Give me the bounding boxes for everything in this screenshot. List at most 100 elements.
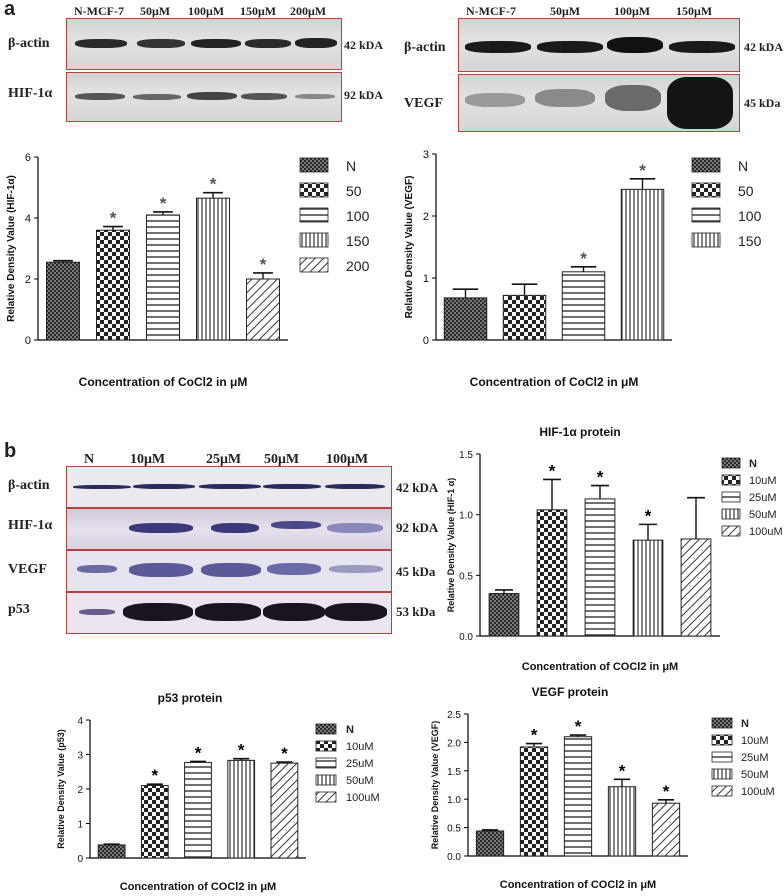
legend-label: 50uM	[749, 509, 777, 521]
chart-title: VEGF protein	[532, 685, 609, 699]
legend-swatch	[721, 491, 741, 503]
bar	[270, 762, 299, 859]
legend-swatch	[691, 232, 721, 248]
y-tick-label: 3	[423, 149, 429, 161]
panel-label-b: b	[4, 440, 17, 462]
y-tick-label: 0	[25, 335, 31, 347]
blot-strip-p53	[66, 592, 392, 634]
legend-label: N	[738, 158, 748, 174]
legend-label: 100uM	[749, 526, 783, 538]
chart-hif1a-cocl2: 0 2 4 6 Relative Density Value (HIF-1α) Conce…	[6, 152, 370, 389]
legend-swatch	[315, 774, 337, 786]
row-label: β-actin	[404, 40, 446, 55]
blot-strip-vegf	[458, 74, 740, 132]
legend-label: 150	[738, 233, 762, 249]
lane-label: 25μM	[206, 452, 242, 467]
lane-label: N-MCF-7	[466, 4, 516, 18]
significance-star: *	[645, 506, 652, 525]
chart-vegf-cocl2: 0 1 2 3 Relative Density Value (VEGF) Concent…	[404, 149, 762, 389]
lane-label: 150μM	[240, 4, 277, 18]
legend-swatch	[711, 717, 733, 729]
legend-label: 25uM	[346, 758, 374, 770]
kda-label: 92 kDA	[344, 88, 384, 102]
legend-label: 100	[346, 208, 370, 224]
legend-swatch	[299, 157, 329, 173]
y-tick-label: 0.5	[459, 571, 473, 582]
bar	[536, 509, 568, 637]
legend-swatch	[691, 157, 721, 173]
lane-label: 100μM	[614, 4, 651, 18]
bar	[632, 539, 664, 637]
row-label: VEGF	[404, 96, 443, 111]
y-axis-label: Relative Density Value (VEGF)	[430, 721, 440, 850]
y-tick-label: 4	[25, 213, 31, 225]
y-tick-label: 2	[25, 274, 31, 286]
y-tick-label: 6	[25, 152, 31, 164]
legend-swatch	[315, 757, 337, 769]
significance-star: *	[260, 255, 267, 274]
bar	[519, 746, 549, 857]
bar	[46, 261, 80, 341]
kda-label: 92 kDA	[396, 520, 439, 535]
kda-label: 42 kDA	[396, 480, 439, 495]
bar	[502, 294, 547, 341]
legend-swatch	[299, 207, 329, 223]
kda-label: 45 kDa	[744, 96, 781, 110]
bar	[140, 785, 169, 859]
y-axis-label: Relative Density Value (HIF-1α)	[6, 175, 17, 322]
lane-label: 200μM	[290, 4, 327, 18]
y-tick-label: 4	[77, 716, 83, 727]
bar	[184, 761, 212, 859]
y-tick-label: 0.0	[459, 632, 473, 643]
y-tick-label: 1	[77, 820, 83, 831]
bar	[246, 278, 280, 341]
significance-star: *	[663, 782, 670, 801]
legend-swatch	[315, 740, 337, 752]
x-axis-label: Concentration of CoCl2 in μM	[79, 375, 248, 389]
lane-label: 150μM	[676, 4, 713, 18]
blot-strip-beta-actin	[458, 18, 740, 72]
row-label: β-actin	[8, 36, 50, 51]
bar	[96, 229, 130, 341]
legend-label: 150	[346, 233, 370, 249]
legend-label: 100uM	[741, 786, 775, 798]
lane-label: 10μM	[130, 452, 166, 467]
x-axis-label: Concentration of COCl2 in μM	[120, 881, 276, 893]
blot-strip-hif1a	[66, 72, 342, 122]
significance-star: *	[195, 743, 202, 762]
bar	[443, 297, 488, 341]
row-label: β-actin	[8, 478, 50, 493]
legend-label: 10uM	[346, 741, 374, 753]
legend-label: 100uM	[346, 792, 380, 804]
bar	[651, 802, 681, 857]
significance-star: *	[160, 194, 167, 213]
significance-star: *	[619, 761, 626, 780]
blot-strip-vegf	[66, 550, 392, 592]
legend-label: 10uM	[741, 735, 769, 747]
chart-vegf-protein: VEGF protein 0.0 0.5 1.0 1.5 2.0 2.5 Relative D…	[430, 685, 775, 891]
legend-swatch	[691, 182, 721, 198]
bar	[146, 214, 180, 341]
y-tick-label: 1	[423, 273, 429, 285]
legend-label: 50uM	[741, 769, 769, 781]
lane-label: N	[84, 452, 95, 467]
lane-label: 50μM	[264, 452, 300, 467]
y-tick-label: 1.0	[447, 795, 461, 806]
legend-swatch	[721, 474, 741, 486]
legend-swatch	[721, 457, 741, 469]
legend-swatch	[315, 791, 337, 803]
bar	[475, 830, 505, 857]
significance-star: *	[210, 175, 217, 194]
y-tick-label: 2.5	[447, 710, 461, 721]
row-label: VEGF	[8, 562, 47, 577]
chart-hif1a-protein: HIF-1α protein 0.0 0.5 1.0 1.5 Relative Densi…	[446, 425, 783, 673]
legend-label: 200	[346, 258, 370, 274]
bar	[97, 844, 126, 859]
significance-star: *	[531, 726, 538, 745]
significance-star: *	[110, 209, 117, 228]
significance-star: *	[639, 161, 646, 180]
blot-strip-beta-actin	[66, 466, 392, 508]
y-axis-label: Relative Density Value (HIF-1 α)	[446, 478, 456, 613]
legend-label: 50	[738, 183, 754, 199]
lane-label: N-MCF-7	[74, 4, 124, 18]
